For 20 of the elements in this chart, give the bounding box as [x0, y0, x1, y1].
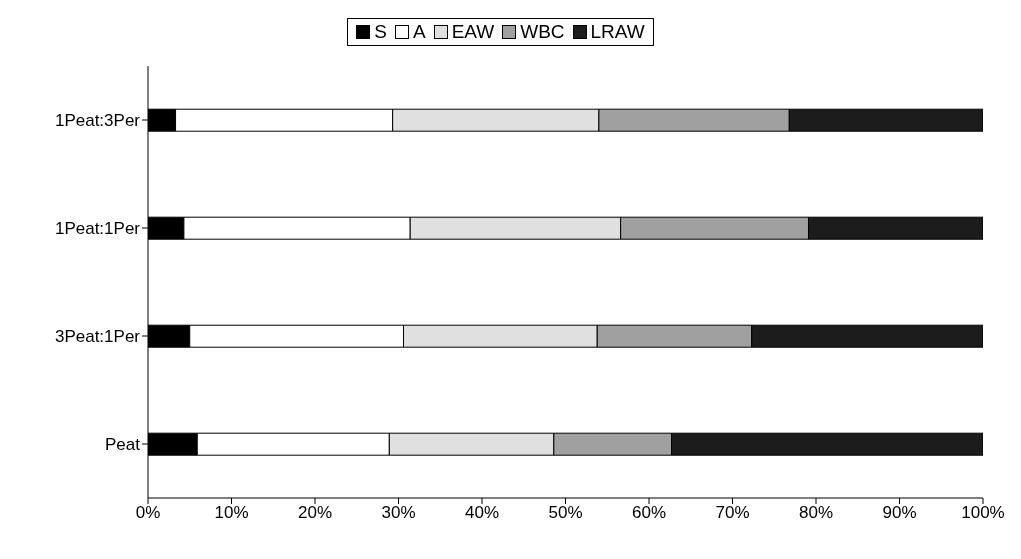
- y-tick-label: 3Peat:1Per: [54, 327, 141, 347]
- y-tick-label: 1Peat:1Per: [54, 219, 141, 239]
- x-tick-label: 50%: [548, 503, 583, 523]
- legend-label: A: [412, 21, 426, 43]
- y-tick-label: Peat: [105, 435, 141, 455]
- x-tick-label: 40%: [464, 503, 500, 523]
- legend-label: EAW: [451, 21, 495, 43]
- x-tick-label: 70%: [715, 503, 750, 523]
- legend-label: S: [374, 21, 387, 43]
- y-tick-label: 1Peat:3Per: [54, 111, 141, 131]
- x-tick-label: 60%: [631, 503, 667, 523]
- x-tick-label: 0%: [135, 503, 161, 523]
- x-tick-label: 90%: [882, 503, 917, 523]
- x-tick-label: 10%: [214, 503, 249, 523]
- legend-label: LRAW: [590, 21, 645, 43]
- x-tick-label: 20%: [297, 503, 333, 523]
- x-tick-label: 80%: [798, 503, 834, 523]
- x-tick-label: 100%: [961, 503, 1005, 523]
- x-tick-label: 30%: [381, 503, 416, 523]
- legend-label: WBC: [520, 21, 565, 43]
